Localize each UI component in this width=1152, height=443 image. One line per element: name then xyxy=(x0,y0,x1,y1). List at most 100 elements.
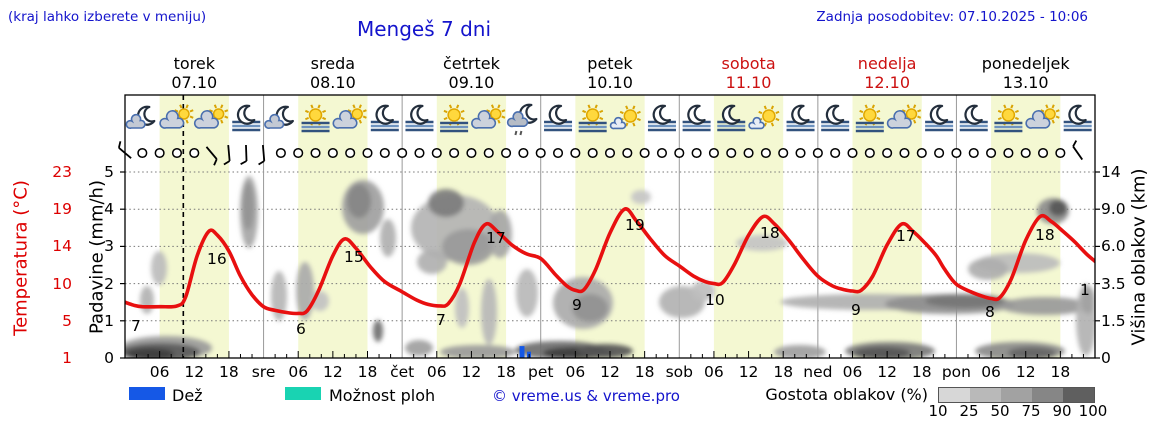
svg-text:1: 1 xyxy=(1080,281,1090,299)
precip-tick: 5 xyxy=(104,163,114,181)
wind-calm-circle xyxy=(864,147,875,159)
x-hour-label: 06 xyxy=(426,363,447,381)
copyright-link[interactable]: © vreme.us & vreme.pro xyxy=(492,387,680,405)
cloudheight-tick: 6.0 xyxy=(1101,237,1126,256)
weather-icon-cloud-sun xyxy=(159,104,194,129)
day-date: 07.10 xyxy=(171,73,218,92)
wind-calm-circle xyxy=(916,147,927,159)
precip-tick: 0 xyxy=(104,349,114,367)
weather-icon-moon-fog xyxy=(232,104,261,132)
day-header-ponedeljek: ponedeljek 13.10 xyxy=(982,54,1070,92)
day-name: četrtek xyxy=(442,54,500,73)
wind-calm-circle xyxy=(535,147,546,159)
wind-calm-circle xyxy=(1055,147,1066,159)
cloud-density-segment xyxy=(939,388,970,402)
wind-barb xyxy=(117,141,132,159)
wind-calm-circle xyxy=(397,147,408,159)
showers-legend-label: Možnost ploh xyxy=(329,386,436,405)
weather-icons xyxy=(125,103,1092,136)
wind-calm-circle xyxy=(379,147,390,159)
weather-icon-sun-fog xyxy=(578,104,607,133)
day-date: 12.10 xyxy=(864,73,911,92)
wind-calm-circle xyxy=(570,147,581,159)
weather-icon-moon-drizzle xyxy=(506,103,538,136)
wind-calm-circle xyxy=(501,147,512,159)
wind-calm-circle xyxy=(1003,147,1014,159)
wind-calm-circle xyxy=(656,147,668,159)
x-hour-label: 18 xyxy=(773,363,794,381)
svg-text:8: 8 xyxy=(985,303,995,321)
x-hour-label: 06 xyxy=(704,363,724,381)
x-day-abbrev: čet xyxy=(390,363,415,381)
x-hour-label: 18 xyxy=(219,363,239,381)
x-day-abbrev: pet xyxy=(527,363,554,381)
day-date: 09.10 xyxy=(448,73,495,92)
weather-icon-moon-cloud xyxy=(264,105,294,129)
x-hour-label: 18 xyxy=(634,363,655,381)
cloud-density-stop-label: 100 xyxy=(1078,402,1108,420)
cloud-density-segment xyxy=(1063,388,1094,402)
wind-calm-circle xyxy=(1037,147,1049,159)
cloudheight-tick: 9.0 xyxy=(1101,200,1126,219)
temperature-labels: 7 16 6 15 7 17 9 19 10 18 9 17 8 18 1 xyxy=(131,216,1090,338)
svg-text:17: 17 xyxy=(896,227,916,245)
precip-tick: 4 xyxy=(104,200,114,219)
wind-barb xyxy=(240,144,248,165)
day-date: 10.10 xyxy=(587,73,633,92)
cloud-density-segment xyxy=(970,388,1001,402)
weather-icon-sun-cloud xyxy=(609,105,641,130)
x-hour-label: 06 xyxy=(565,363,586,381)
wind-calm-circle xyxy=(1020,147,1031,159)
wind-calm-circle xyxy=(171,147,183,159)
wind-calm-circle xyxy=(812,147,823,159)
wind-calm-circle xyxy=(934,147,945,159)
rain-legend-label: Dež xyxy=(172,386,203,405)
cloud-density-segment xyxy=(1001,388,1032,402)
x-hour-label: 18 xyxy=(496,363,516,381)
weather-icon-moon-fog xyxy=(717,104,746,132)
x-day-abbrev: pon xyxy=(941,363,971,381)
day-header-petek: petek 10.10 xyxy=(587,54,633,92)
wind-calm-circle xyxy=(968,147,979,159)
wind-calm-circle xyxy=(778,147,789,159)
wind-barb xyxy=(223,144,231,166)
weather-icon-sun-cloud xyxy=(748,105,780,130)
page-title: Mengeš 7 dni xyxy=(356,17,492,41)
wind-calm-circle xyxy=(189,147,200,159)
wind-calm-circle xyxy=(691,147,702,159)
temperature-curve xyxy=(125,207,1095,316)
cloudheight-tick: 0 xyxy=(1101,349,1111,367)
svg-text:7: 7 xyxy=(131,317,141,335)
svg-text:17: 17 xyxy=(486,229,506,247)
day-header-nedelja: nedelja 12.10 xyxy=(858,54,917,92)
wind-calm-circle xyxy=(310,147,321,159)
weather-icon-moon-cloud xyxy=(125,105,156,129)
wind-calm-circle xyxy=(899,147,910,159)
svg-text:19: 19 xyxy=(625,216,645,234)
x-hour-label: 12 xyxy=(600,363,620,381)
svg-text:9: 9 xyxy=(851,301,861,319)
temperature-tick: 19 xyxy=(52,200,72,219)
x-hour-label: 06 xyxy=(288,363,309,381)
x-hour-label: 12 xyxy=(738,363,759,381)
wind-calm-circle xyxy=(951,147,962,159)
wind-calm-circle xyxy=(726,147,737,159)
day-bands xyxy=(159,95,1061,358)
svg-text:18: 18 xyxy=(760,224,780,242)
day-header-četrtek: četrtek 09.10 xyxy=(443,54,500,92)
cloud-density-stop-label: 10 xyxy=(928,402,948,420)
cloudheight-tick: 14 xyxy=(1101,163,1121,181)
weather-icon-moon-fog xyxy=(682,104,711,132)
svg-text:16: 16 xyxy=(207,250,227,268)
weather-icon-sun-fog xyxy=(301,104,330,133)
day-name: sreda xyxy=(310,54,356,73)
day-header-sreda: sreda 08.10 xyxy=(310,54,356,92)
x-hour-label: 12 xyxy=(877,363,898,381)
wind-calm-circle xyxy=(830,147,841,159)
day-header-torek: torek 07.10 xyxy=(171,54,217,92)
cloud-density-stop-label: 75 xyxy=(1021,402,1041,420)
x-hour-label: 12 xyxy=(461,363,482,381)
wind-calm-circle xyxy=(154,147,165,159)
